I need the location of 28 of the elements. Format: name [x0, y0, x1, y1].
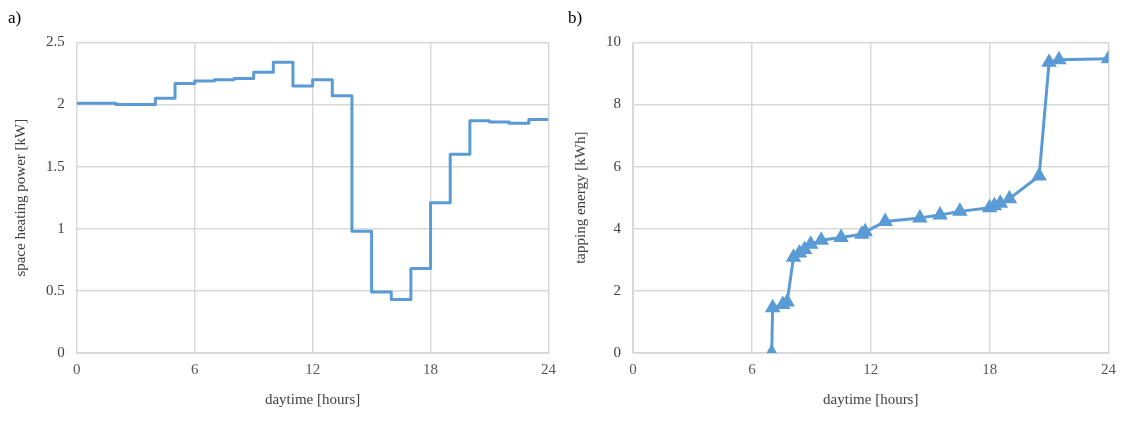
- y-axis-title: tapping energy [kWh]: [571, 131, 588, 264]
- x-tick-label: 24: [541, 360, 557, 377]
- x-tick-label: 6: [190, 360, 199, 377]
- x-tick-label: 0: [73, 360, 81, 377]
- y-tick-label: 0.5: [46, 281, 65, 298]
- y-axis-title: space heating power [kW]: [11, 118, 28, 277]
- x-tick-label: 0: [629, 360, 637, 377]
- x-tick-label: 18: [982, 360, 998, 377]
- y-tick-label: 4: [613, 219, 622, 236]
- x-axis-title: daytime [hours]: [823, 390, 919, 407]
- x-tick-label: 18: [423, 360, 439, 377]
- y-tick-label: 2: [57, 95, 65, 112]
- y-tick-label: 0: [613, 343, 621, 360]
- x-tick-label: 24: [1101, 360, 1117, 377]
- y-tick-label: 1.5: [46, 157, 65, 174]
- y-tick-label: 2: [613, 281, 621, 298]
- y-tick-label: 6: [613, 157, 622, 174]
- y-tick-label: 10: [606, 33, 621, 50]
- x-tick-label: 12: [305, 360, 321, 377]
- y-tick-label: 1: [57, 219, 65, 236]
- x-tick-label: 6: [748, 360, 757, 377]
- chart-title: a): [8, 7, 22, 27]
- x-axis-title: daytime [hours]: [264, 390, 361, 407]
- chart-title: b): [568, 7, 583, 27]
- x-tick-label: 12: [863, 360, 879, 377]
- y-tick-label: 0: [57, 343, 65, 360]
- y-tick-label: 8: [613, 95, 621, 112]
- y-tick-label: 2.5: [46, 33, 65, 50]
